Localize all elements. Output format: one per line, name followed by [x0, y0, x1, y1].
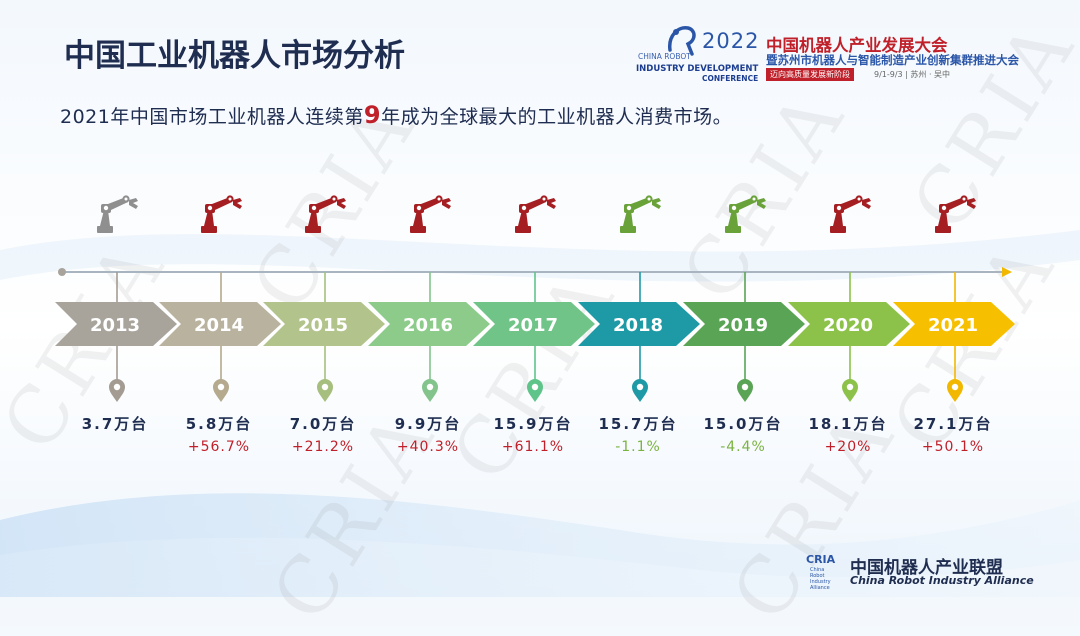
timeline-chart: 2013 2014 2015 2016 2017 2018 2019 2020 2021 3.7万… — [55, 195, 1015, 455]
location-pin-icon — [317, 379, 333, 402]
growth-label: +61.1% — [502, 439, 564, 455]
robot-arm-icon — [305, 195, 346, 233]
robot-arm-icon — [725, 195, 766, 233]
year-label: 2019 — [718, 315, 768, 336]
location-pin-dot — [951, 383, 959, 391]
alliance-logo-small-1: China — [810, 567, 825, 573]
page-subtitle: 2021年中国市场工业机器人连续第9年成为全球最大的工业机器人消费市场。 — [60, 101, 732, 129]
conference-logo: 2022 CHINA ROBOT INDUSTRY DEVELOPMENT CO… — [632, 22, 1052, 84]
value-label: 27.1万台 — [913, 415, 992, 433]
location-pin-icon — [422, 379, 438, 402]
conference-name-cn: 中国机器人产业发展大会 — [766, 36, 948, 55]
value-label: 5.8万台 — [186, 415, 253, 433]
year-label: 2014 — [194, 315, 244, 336]
alliance-name-en: China Robot Industry Alliance — [850, 574, 1034, 587]
subtitle-highlight-number: 9 — [363, 101, 382, 129]
location-pin-icon — [109, 379, 125, 402]
alliance-logo: CRIA China Robot Industry Alliance 中国机器人… — [806, 553, 1046, 591]
alliance-name-cn: 中国机器人产业联盟 — [850, 558, 1003, 578]
location-pin-icon — [842, 379, 858, 402]
growth-label: -4.4% — [720, 439, 766, 455]
year-chevron — [683, 302, 805, 346]
year-chevron — [55, 302, 177, 346]
timeline-arrow-icon — [1002, 267, 1012, 277]
robot-arm-icon — [410, 195, 451, 233]
robot-arm-icon — [515, 195, 556, 233]
value-label: 18.1万台 — [808, 415, 887, 433]
growth-label: +50.1% — [922, 439, 984, 455]
year-chevron — [159, 302, 281, 346]
growth-label: +40.3% — [397, 439, 459, 455]
year-chevron — [368, 302, 490, 346]
value-label: 9.9万台 — [395, 415, 462, 433]
year-chevron — [578, 302, 700, 346]
location-pin-dot — [846, 383, 854, 391]
page-title: 中国工业机器人市场分析 — [64, 38, 405, 74]
timeline-start-dot — [58, 268, 66, 276]
conference-date-place: 9/1-9/3 | 苏州 · 吴中 — [874, 70, 951, 79]
conference-subname-cn: 暨苏州市机器人与智能制造产业创新集群推进大会 — [766, 53, 1019, 67]
subtitle-text-end: 年成为全球最大的工业机器人消费市场。 — [381, 106, 733, 128]
year-label: 2013 — [90, 315, 140, 336]
robot-arm-icon — [97, 195, 138, 233]
location-pin-dot — [741, 383, 749, 391]
conference-tagline: 迈向高质量发展新阶段 — [766, 68, 854, 81]
growth-label: +21.2% — [292, 439, 354, 455]
conference-emblem-icon — [668, 26, 696, 56]
background-waves — [0, 230, 1080, 597]
year-label: 2020 — [823, 315, 873, 336]
location-pin-icon — [737, 379, 753, 402]
year-label: 2015 — [298, 315, 348, 336]
subtitle-text-start: 2021年中国市场工业机器人连续第 — [60, 106, 364, 128]
growth-label: +20% — [825, 439, 872, 455]
alliance-logo-small-4: Alliance — [810, 585, 830, 591]
year-chevron — [893, 302, 1015, 346]
year-label: 2021 — [928, 315, 978, 336]
robot-arm-icon — [620, 195, 661, 233]
growth-label: -1.1% — [615, 439, 661, 455]
value-label: 7.0万台 — [290, 415, 357, 433]
year-label: 2018 — [613, 315, 663, 336]
value-label: 3.7万台 — [82, 415, 149, 433]
value-label: 15.7万台 — [598, 415, 677, 433]
alliance-logo-small-3: Industry — [810, 579, 831, 585]
location-pin-dot — [426, 383, 434, 391]
location-pin-dot — [113, 383, 121, 391]
robot-arm-icon — [830, 195, 871, 233]
year-chevron — [263, 302, 385, 346]
robot-arm-icon — [201, 195, 242, 233]
location-pin-icon — [947, 379, 963, 402]
location-pin-dot — [531, 383, 539, 391]
alliance-logo-small-2: Robot — [810, 573, 825, 579]
value-label: 15.0万台 — [703, 415, 782, 433]
conference-en-line2: INDUSTRY DEVELOPMENT — [636, 64, 759, 74]
location-pin-dot — [217, 383, 225, 391]
location-pin-dot — [321, 383, 329, 391]
conference-en-line3: CONFERENCE — [702, 74, 759, 83]
conference-year: 2022 — [702, 29, 760, 53]
conference-en-line1: CHINA ROBOT — [638, 52, 691, 61]
year-chevron — [473, 302, 595, 346]
year-label: 2016 — [403, 315, 453, 336]
location-pin-icon — [632, 379, 648, 402]
alliance-logo-mark: CRIA — [806, 553, 836, 566]
year-label: 2017 — [508, 315, 558, 336]
robot-arm-icon — [935, 195, 976, 233]
location-pin-icon — [527, 379, 543, 402]
year-chevron — [788, 302, 910, 346]
location-pin-dot — [636, 383, 644, 391]
growth-label: +56.7% — [188, 439, 250, 455]
location-pin-icon — [213, 379, 229, 402]
value-label: 15.9万台 — [493, 415, 572, 433]
